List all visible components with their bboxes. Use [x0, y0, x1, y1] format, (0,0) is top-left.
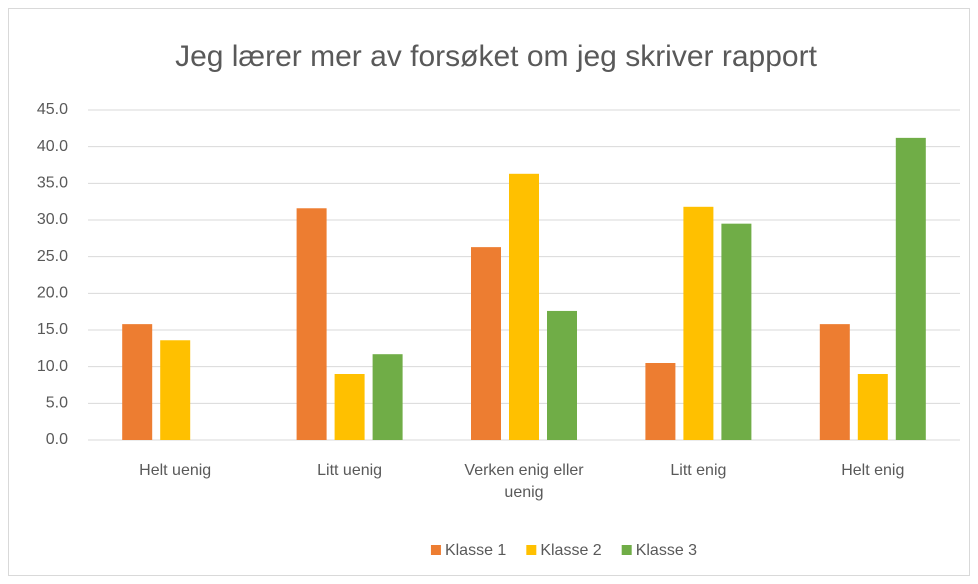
bar — [334, 374, 365, 440]
legend-swatch — [621, 545, 632, 555]
x-tick-label: Helt uenig — [139, 462, 212, 479]
x-tick-label-box: Litt enig — [670, 462, 727, 479]
legend-item: Klasse 2 — [526, 542, 602, 559]
bar — [160, 340, 191, 440]
x-tick-label-box: Litt uenig — [317, 462, 383, 479]
bar — [857, 374, 888, 440]
chart-title: Jeg lærer mer av forsøket om jeg skriver… — [175, 40, 818, 73]
legend-label: Klasse 2 — [540, 542, 601, 559]
y-tick-label: 35.0 — [37, 175, 68, 192]
bar — [645, 363, 676, 440]
bar — [122, 324, 153, 440]
x-tick-label-box: Verken enig eller uenig — [464, 462, 584, 501]
bar — [547, 310, 577, 440]
bar — [296, 208, 327, 440]
y-tick-label: 5.0 — [46, 395, 68, 412]
y-tick-label: 40.0 — [37, 138, 68, 155]
x-tick-label: Helt enig — [841, 462, 905, 479]
x-tick-label: Litt uenig — [317, 462, 383, 479]
y-tick-label: 45.0 — [37, 101, 68, 118]
bar — [819, 324, 850, 440]
bar — [372, 354, 403, 440]
legend-item: Klasse 1 — [430, 542, 506, 559]
y-tick-label: 10.0 — [37, 358, 68, 375]
x-tick-label: Litt enig — [670, 462, 727, 479]
bar — [683, 206, 714, 440]
y-tick-label: 30.0 — [37, 211, 68, 228]
x-tick-label: Verken enig eller uenig — [464, 462, 584, 501]
legend-swatch — [430, 545, 441, 555]
bar — [509, 173, 539, 441]
y-tick-label: 20.0 — [37, 285, 68, 302]
x-tick-label-box: Helt uenig — [139, 462, 212, 479]
bar — [721, 223, 752, 440]
bar — [895, 137, 926, 440]
legend-item: Klasse 3 — [621, 542, 697, 559]
x-tick-label-box: Helt enig — [841, 462, 905, 479]
y-tick-label: 0.0 — [46, 431, 68, 448]
legend-label: Klasse 1 — [445, 542, 506, 559]
legend-swatch — [526, 545, 537, 555]
bar — [471, 247, 501, 440]
y-tick-label: 25.0 — [37, 248, 68, 265]
y-tick-label: 15.0 — [37, 321, 68, 338]
legend-label: Klasse 3 — [636, 542, 697, 559]
